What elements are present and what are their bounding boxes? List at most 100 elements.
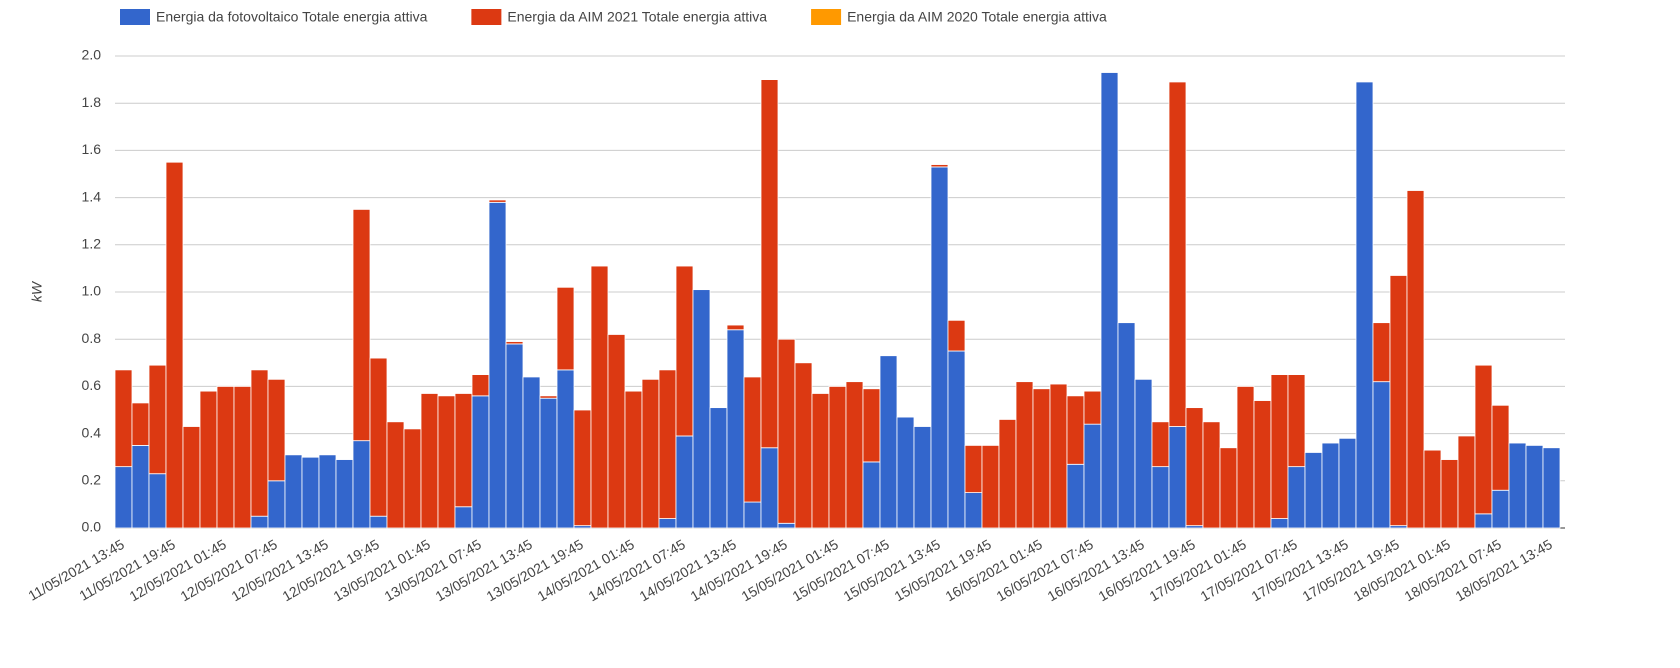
bar-segment bbox=[1491, 489, 1510, 529]
bar-segment bbox=[1440, 459, 1459, 529]
bar-segment bbox=[964, 444, 983, 493]
bar-segment bbox=[1491, 404, 1510, 491]
legend-swatch bbox=[811, 9, 842, 25]
bar-segment bbox=[930, 164, 949, 168]
bar-segment bbox=[1083, 390, 1102, 425]
bar-segment bbox=[624, 390, 643, 529]
bar-segment bbox=[1168, 426, 1187, 529]
bar-segment bbox=[1457, 435, 1476, 529]
bar-segment bbox=[590, 265, 609, 529]
bar-segment bbox=[998, 419, 1017, 529]
bar-segment bbox=[1066, 463, 1085, 529]
legend-label: Energia da AIM 2021 Totale energia attiv… bbox=[507, 9, 767, 25]
bar-segment bbox=[165, 161, 184, 529]
bar-segment bbox=[250, 369, 269, 517]
bar-segment bbox=[505, 343, 524, 529]
legend-label: Energia da AIM 2020 Totale energia attiv… bbox=[847, 9, 1107, 25]
bar-segment bbox=[1185, 407, 1204, 527]
bar-segment bbox=[1151, 421, 1170, 468]
bar-segment bbox=[233, 385, 252, 529]
y-tick-label: 1.8 bbox=[82, 94, 102, 110]
bar-segment bbox=[1168, 81, 1187, 427]
y-tick-label: 1.4 bbox=[82, 188, 102, 204]
bar-segment bbox=[488, 201, 507, 529]
bar-segment bbox=[267, 480, 286, 529]
bar-segment bbox=[879, 355, 898, 529]
bar-segment bbox=[760, 447, 779, 529]
bar-segment bbox=[1253, 400, 1272, 529]
bar-segment bbox=[1542, 447, 1561, 529]
bar-segment bbox=[1202, 421, 1221, 529]
bar-segment bbox=[658, 518, 677, 529]
y-tick-label: 0.2 bbox=[82, 472, 102, 488]
bar-segment bbox=[369, 515, 388, 529]
bar-segment bbox=[675, 265, 694, 437]
bar-segment bbox=[471, 374, 490, 397]
bar-segment bbox=[148, 364, 167, 475]
bar-segment bbox=[1508, 442, 1527, 529]
bar-segment bbox=[1406, 190, 1425, 529]
bar-segment bbox=[182, 426, 201, 529]
bar-segment bbox=[743, 376, 762, 503]
bar-segment bbox=[199, 390, 218, 529]
bar-segment bbox=[1287, 466, 1306, 529]
bar-segment bbox=[573, 409, 592, 527]
bar-segment bbox=[1355, 81, 1374, 529]
y-tick-label: 1.6 bbox=[82, 141, 102, 157]
legend-swatch bbox=[471, 9, 502, 25]
bar-segment bbox=[1423, 449, 1442, 529]
bar-segment bbox=[471, 395, 490, 529]
bar-segment bbox=[114, 466, 133, 529]
bar-segment bbox=[811, 393, 830, 529]
bar-segment bbox=[1389, 275, 1408, 527]
bar-segment bbox=[760, 79, 779, 449]
bar-segment bbox=[947, 319, 966, 352]
legend-label: Energia da fotovoltaico Totale energia a… bbox=[156, 9, 428, 25]
bar-segment bbox=[828, 385, 847, 529]
bar-segment bbox=[794, 362, 813, 529]
bar-segment bbox=[1032, 388, 1051, 529]
bar-segment bbox=[1219, 447, 1238, 529]
bar-segment bbox=[267, 378, 286, 482]
bar-segment bbox=[318, 454, 337, 529]
bar-segment bbox=[1134, 378, 1153, 529]
bar-segment bbox=[1372, 381, 1391, 529]
bar-segment bbox=[1049, 383, 1068, 529]
bar-segment bbox=[641, 378, 660, 529]
bar-segment bbox=[1304, 452, 1323, 529]
bar-segment bbox=[964, 492, 983, 529]
bar-segment bbox=[947, 350, 966, 529]
bar-segment bbox=[862, 388, 881, 463]
bar-segment bbox=[709, 407, 728, 529]
bar-segment bbox=[913, 426, 932, 529]
bar-segment bbox=[845, 381, 864, 529]
bar-segment bbox=[539, 395, 558, 399]
bar-segment bbox=[726, 329, 745, 529]
bar-segment bbox=[250, 515, 269, 529]
bar-segment bbox=[386, 421, 405, 529]
bar-segment bbox=[131, 402, 150, 446]
bar-segment bbox=[335, 459, 354, 529]
y-tick-label: 0.4 bbox=[82, 424, 102, 440]
bar-segment bbox=[114, 369, 133, 468]
bar-segment bbox=[522, 376, 541, 529]
bar-segment bbox=[1083, 423, 1102, 529]
bar-segment bbox=[437, 395, 456, 529]
bar-segment bbox=[777, 338, 796, 524]
bar-segment bbox=[1015, 381, 1034, 529]
bar-segment bbox=[352, 208, 371, 442]
legend-swatch bbox=[120, 9, 150, 25]
bar-segment bbox=[148, 473, 167, 529]
bar-segment bbox=[607, 334, 626, 529]
bar-segment bbox=[777, 522, 796, 529]
bar-segment bbox=[1287, 374, 1306, 468]
bar-segment bbox=[556, 286, 575, 371]
bar-segment bbox=[862, 461, 881, 529]
y-axis-label: kW bbox=[29, 280, 45, 302]
bar-segment bbox=[1236, 385, 1255, 529]
bar-segment bbox=[692, 289, 711, 529]
bar-segment bbox=[981, 444, 1000, 529]
bar-segment bbox=[726, 324, 745, 331]
bar-segment bbox=[420, 393, 439, 529]
